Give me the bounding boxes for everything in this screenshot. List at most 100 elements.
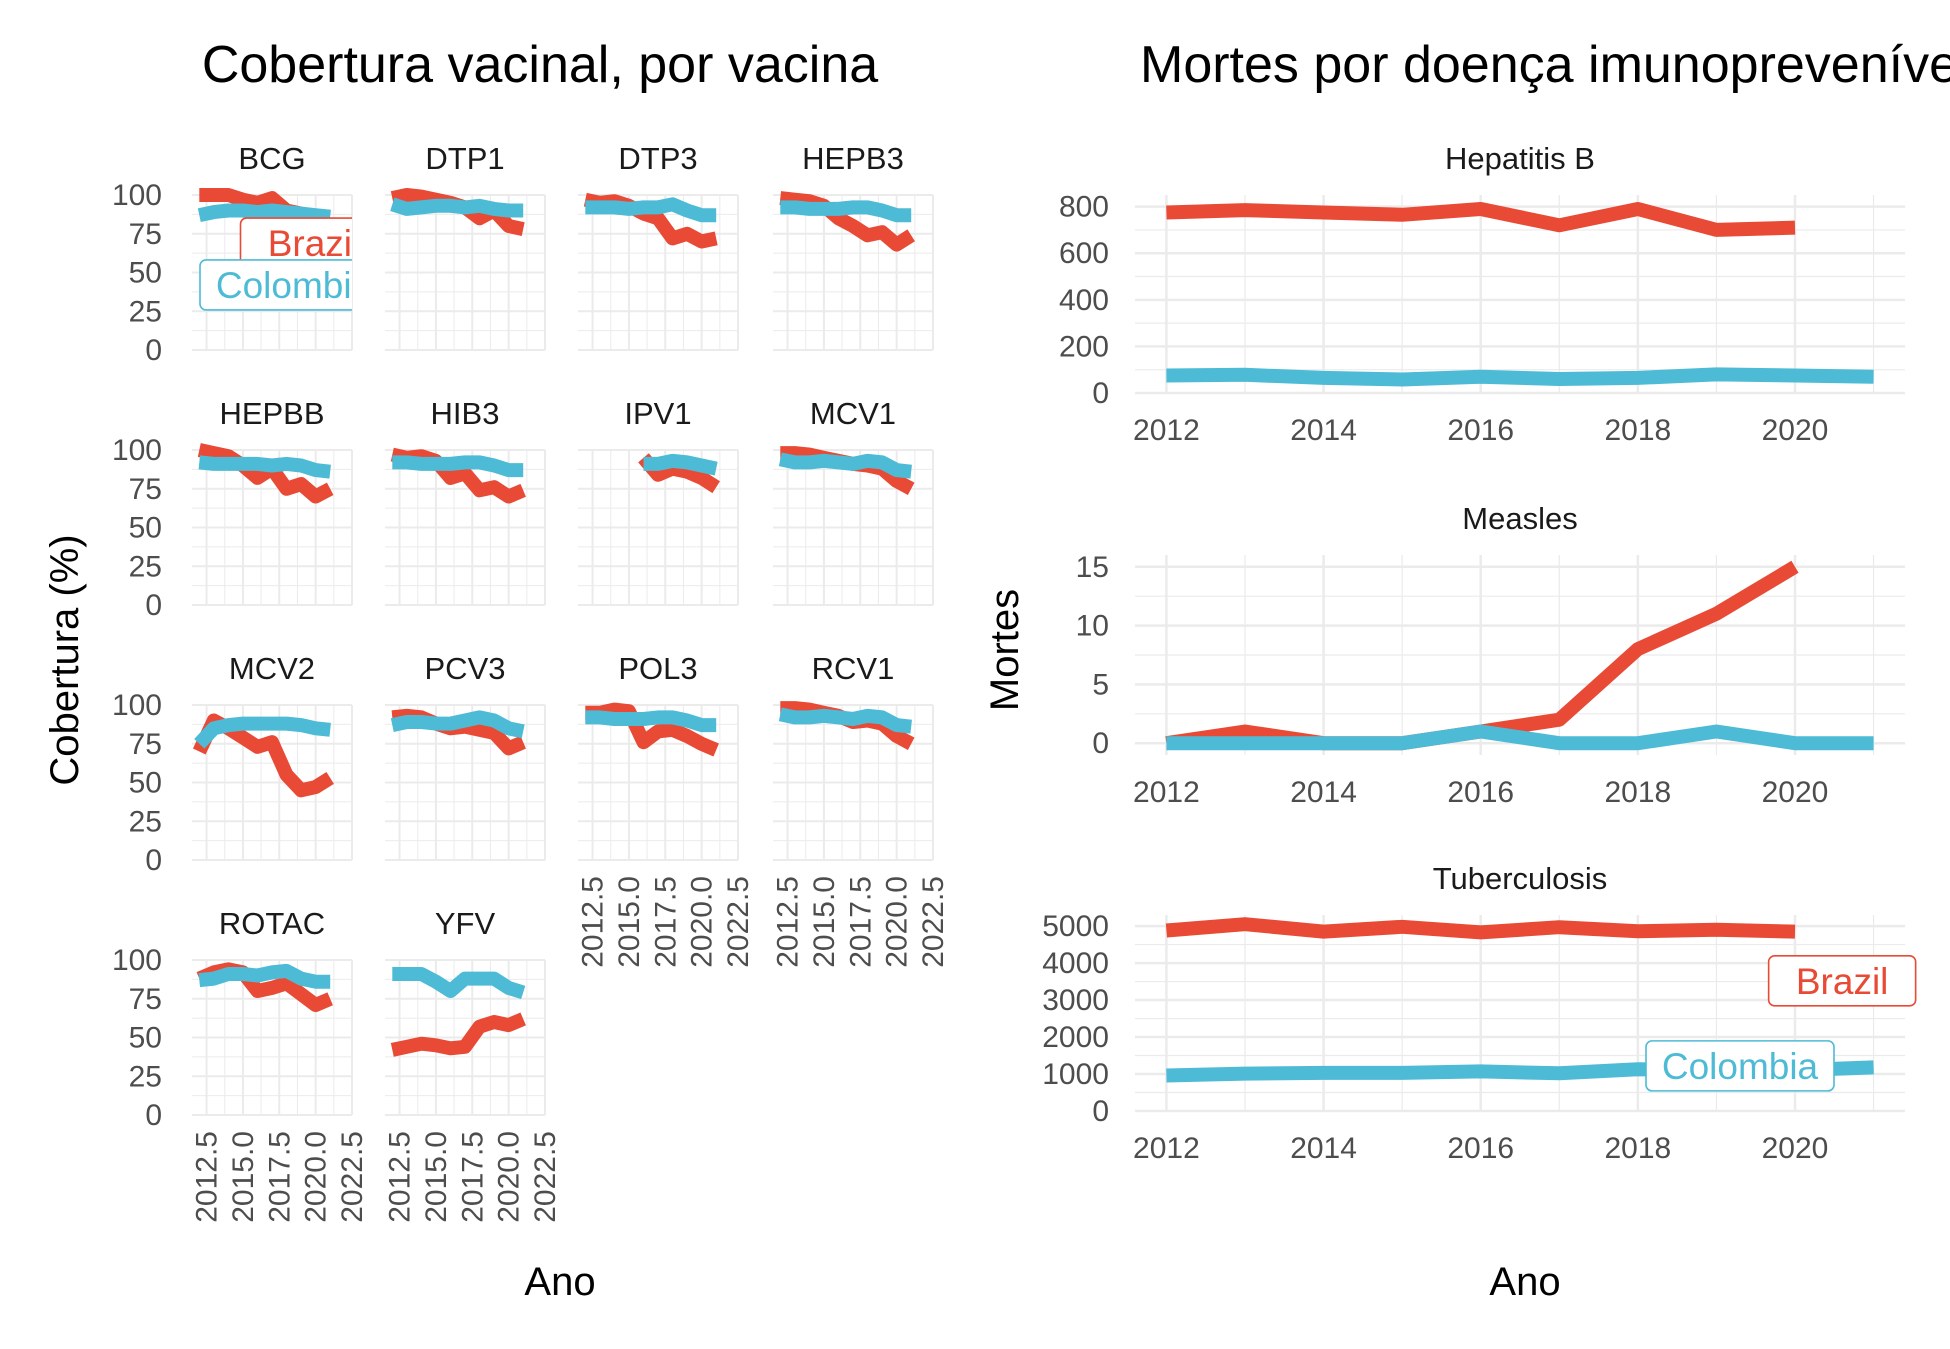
colombia-line xyxy=(778,707,912,734)
left-panel-title: Cobertura vacinal, por vacina xyxy=(202,36,878,94)
colombia-label: Colombia xyxy=(1645,1040,1835,1092)
colombia-label: Colombia xyxy=(199,259,373,311)
colombia-line xyxy=(198,963,331,989)
x-tick-label: 2015.0 xyxy=(808,876,841,968)
x-tick-label: 2020.0 xyxy=(881,876,914,968)
x-tick-label: 2020.0 xyxy=(493,1131,526,1223)
series-lines xyxy=(779,191,915,252)
y-tick-label: 75 xyxy=(129,473,162,506)
x-tick-label: 2012 xyxy=(1133,414,1200,447)
y-tick-label: 75 xyxy=(129,728,162,761)
y-tick-label: 4000 xyxy=(1042,947,1109,980)
brazil-label-text: Brazil xyxy=(1796,961,1889,1002)
vaccine-panel-hepbb: HEPBB 0 25 50 75 100 xyxy=(112,396,353,622)
y-tick-label: 50 xyxy=(129,767,162,800)
brazil-label-box xyxy=(1767,955,1917,1007)
y-tick-label: 25 xyxy=(129,550,162,583)
y-tick-label: 50 xyxy=(129,512,162,545)
x-tick-label: 2014 xyxy=(1290,1132,1357,1165)
strip-label: HEPB3 xyxy=(802,141,904,176)
x-tick-label: 2017.5 xyxy=(263,1131,296,1223)
y-tick-label: 0 xyxy=(1092,1095,1109,1128)
disease-deaths-chart: Hepatitis B 0 200 400 600 800 2012 2014 2016 2018… xyxy=(1042,141,1917,1165)
y-tick-label: 800 xyxy=(1059,191,1109,224)
strip-label: BCG xyxy=(238,141,305,176)
y-tick-label: 0 xyxy=(145,844,162,877)
right-panel-title: Mortes por doença imunopreveníveis xyxy=(1140,36,1950,94)
strip-label: HIB3 xyxy=(431,396,500,431)
colombia-line xyxy=(392,967,526,1000)
x-tick-label: 2016 xyxy=(1447,1132,1514,1165)
y-tick-label: 200 xyxy=(1059,330,1109,363)
vaccine-panel-dtp1: DTP1 xyxy=(385,141,546,351)
brazil-line xyxy=(638,453,720,494)
brazil-label: Brazil xyxy=(1767,955,1917,1007)
series-lines xyxy=(778,446,915,495)
right-x-axis-title: Ano xyxy=(1489,1260,1560,1304)
vaccine-panel-dtp3: DTP3 xyxy=(578,141,739,351)
series-lines xyxy=(585,702,719,757)
strip-label: YFV xyxy=(435,906,496,941)
brazil-label-text: Brazil xyxy=(268,223,361,264)
colombia-line xyxy=(194,716,331,749)
right-y-axis-title: Mortes xyxy=(983,589,1027,711)
y-tick-label: 0 xyxy=(1092,377,1109,410)
strip-label: PCV3 xyxy=(425,651,506,686)
y-tick-label: 50 xyxy=(129,1022,162,1055)
x-tick-label: 2017.5 xyxy=(456,1131,489,1223)
y-tick-label: 100 xyxy=(112,944,162,977)
y-tick-label: 2000 xyxy=(1042,1021,1109,1054)
strip-label: ROTAC xyxy=(219,906,325,941)
x-tick-label: 2012 xyxy=(1133,1132,1200,1165)
y-tick-label: 10 xyxy=(1076,610,1109,643)
x-tick-label: 2020 xyxy=(1762,414,1829,447)
y-tick-label: 75 xyxy=(129,218,162,251)
x-tick-label: 2016 xyxy=(1447,414,1514,447)
brazil-line xyxy=(197,443,334,504)
x-tick-label: 2022.5 xyxy=(529,1131,562,1223)
x-tick-label: 2015.0 xyxy=(613,876,646,968)
y-tick-label: 400 xyxy=(1059,284,1109,317)
x-tick-label: 2018 xyxy=(1604,1132,1671,1165)
left-x-axis-title: Ano xyxy=(524,1260,595,1304)
x-tick-label: 2015.0 xyxy=(420,1131,453,1223)
series-lines xyxy=(583,192,718,249)
y-tick-label: 100 xyxy=(112,689,162,722)
disease-panel-hepatitis-b: Hepatitis B 0 200 400 600 800 2012 2014 2016 2018… xyxy=(1059,141,1905,447)
x-tick-label: 2020 xyxy=(1762,776,1829,809)
vaccine-panel-pcv3: PCV3 xyxy=(385,651,546,861)
vaccine-panel-hepb3: HEPB3 xyxy=(773,141,934,351)
colombia-label-text: Colombia xyxy=(216,265,373,306)
brazil-line xyxy=(390,1012,526,1057)
strip-label: MCV2 xyxy=(229,651,315,686)
brazil-line xyxy=(1166,202,1796,237)
series-lines xyxy=(638,453,720,494)
left-y-axis-title: Cobertura (%) xyxy=(43,534,87,785)
vaccine-panel-mcv2: MCV2 0 25 50 75 100 xyxy=(112,651,353,877)
series-lines xyxy=(390,188,525,236)
brazil-line xyxy=(779,191,915,252)
colombia-label-box xyxy=(1645,1040,1835,1092)
disease-panel-measles: Measles 0 5 10 15 2012 2014 2016 2018 2020 xyxy=(1076,501,1905,809)
y-tick-label: 50 xyxy=(129,257,162,290)
y-tick-label: 0 xyxy=(145,334,162,367)
y-tick-label: 15 xyxy=(1076,551,1109,584)
x-tick-label: 2020.0 xyxy=(686,876,719,968)
x-tick-label: 2012 xyxy=(1133,776,1200,809)
y-tick-label: 25 xyxy=(129,1060,162,1093)
vaccine-panel-ipv1: IPV1 xyxy=(578,396,739,606)
colombia-line xyxy=(778,452,912,479)
x-tick-label: 2012.5 xyxy=(772,876,805,968)
x-tick-label: 2022.5 xyxy=(722,876,755,968)
y-tick-label: 0 xyxy=(145,589,162,622)
y-tick-label: 3000 xyxy=(1042,984,1109,1017)
strip-label: Measles xyxy=(1462,501,1577,536)
y-tick-label: 600 xyxy=(1059,237,1109,270)
series-lines xyxy=(778,701,915,750)
colombia-line xyxy=(643,453,718,476)
x-tick-label: 2020.0 xyxy=(300,1131,333,1223)
strip-label: DTP1 xyxy=(425,141,504,176)
series-lines xyxy=(197,443,334,504)
x-tick-label: 2018 xyxy=(1604,776,1671,809)
